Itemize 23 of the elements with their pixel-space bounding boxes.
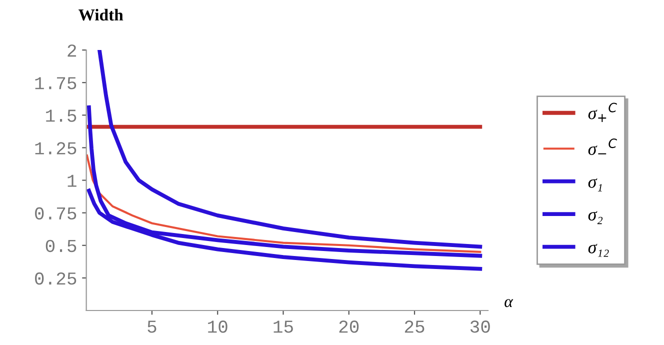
x-tick-label: 30 [470, 320, 490, 333]
x-axis-title: α [504, 299, 514, 308]
x-tick-label: 20 [339, 320, 359, 333]
x-tick-label: 25 [404, 320, 424, 333]
y-tick-label: 0.75 [35, 207, 76, 220]
y-tick-label: 2 [68, 44, 76, 57]
y-tick-label: 1.75 [35, 77, 76, 90]
x-tick-label: 5 [148, 320, 156, 333]
y-tick-label: 0.5 [46, 240, 76, 252]
y-tick-label: 1.25 [35, 142, 76, 154]
legend-label: σ$_{+}$$^{C}$ [588, 102, 617, 122]
x-tick-label: 15 [274, 320, 293, 333]
y-tick-label: 1 [68, 174, 76, 187]
line-series [86, 154, 482, 253]
legend-label: σ$_{−}$$^{C}$ [588, 138, 617, 155]
line-series [98, 50, 482, 249]
y-axis-title: Width [78, 8, 124, 21]
y-tick-label: 1.5 [46, 110, 76, 122]
y-tick-label: 0.25 [35, 272, 76, 285]
x-tick-label: 10 [208, 320, 228, 333]
legend-label: σ₁ [588, 178, 602, 192]
legend-label: σ₂ [588, 211, 603, 224]
legend-label: σ₁₂ [588, 244, 609, 257]
